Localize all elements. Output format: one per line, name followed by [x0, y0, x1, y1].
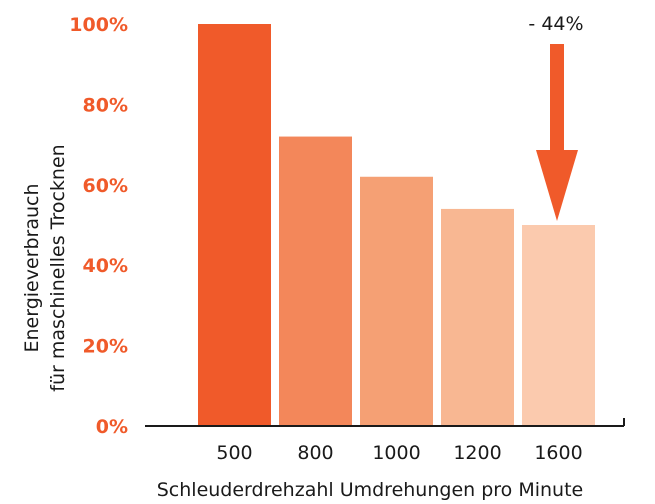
- x-tick-label: 1200: [453, 442, 501, 464]
- bar-500: [198, 24, 271, 426]
- reduction-arrow-head: [536, 150, 578, 221]
- x-tick-label: 1600: [534, 442, 582, 464]
- x-axis-title: Schleuderdrehzahl Umdrehungen pro Minute: [157, 479, 583, 501]
- y-axis-title-line1: Energieverbrauch: [21, 183, 43, 352]
- x-tick-label: 500: [216, 442, 252, 464]
- y-axis-title-line2: für maschinelles Trocknen: [47, 144, 69, 391]
- y-tick-label: 20%: [83, 336, 128, 358]
- x-tick-label: 1000: [372, 442, 420, 464]
- y-tick-label: 100%: [69, 14, 128, 36]
- y-tick-label: 0%: [96, 416, 128, 438]
- bar-1000: [360, 176, 433, 426]
- bar-1600: [522, 225, 595, 426]
- y-tick-label: 80%: [83, 94, 128, 116]
- bar-800: [279, 136, 352, 426]
- y-tick-label: 60%: [83, 175, 128, 197]
- x-tick-label: 800: [297, 442, 333, 464]
- y-tick-label: 40%: [83, 255, 128, 277]
- bar-1200: [441, 208, 514, 426]
- reduction-arrow-shaft: [550, 44, 564, 156]
- reduction-annotation: - 44%: [528, 13, 583, 35]
